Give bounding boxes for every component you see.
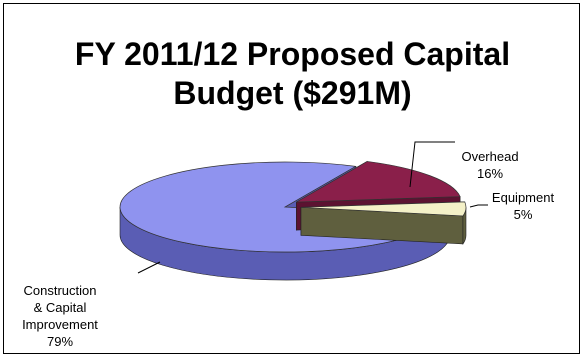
leader-line-equipment — [469, 204, 488, 208]
pie-slice-overhead-top — [296, 161, 461, 203]
slice-label-line-construction-1: & Capital — [34, 300, 87, 315]
pie-slice-equipment — [300, 201, 467, 245]
slice-label-construction: Construction & Capital Improvement 79% — [22, 261, 161, 349]
slice-percent-construction: 79% — [47, 334, 73, 349]
slice-label-line-construction-2: Improvement — [22, 317, 98, 332]
slice-label-line-equipment-0: Equipment — [492, 190, 555, 205]
chart-title: FY 2011/12 Proposed Capital Budget ($291… — [0, 35, 585, 113]
slice-label-line-overhead-0: Overhead — [461, 149, 518, 164]
chart-title-line-2: Budget ($291M) — [173, 75, 412, 111]
leader-line-construction — [137, 261, 161, 274]
slice-percent-equipment: 5% — [514, 207, 533, 222]
slice-percent-overhead: 16% — [477, 166, 503, 181]
pie-slice-equipment-top — [300, 201, 467, 217]
slice-label-overhead: Overhead 16% — [409, 141, 519, 188]
slice-label-equipment: Equipment 5% — [469, 190, 555, 222]
leader-line-overhead — [409, 141, 455, 188]
chart-title-line-1: FY 2011/12 Proposed Capital — [74, 36, 511, 72]
slice-label-line-construction-0: Construction — [24, 283, 97, 298]
